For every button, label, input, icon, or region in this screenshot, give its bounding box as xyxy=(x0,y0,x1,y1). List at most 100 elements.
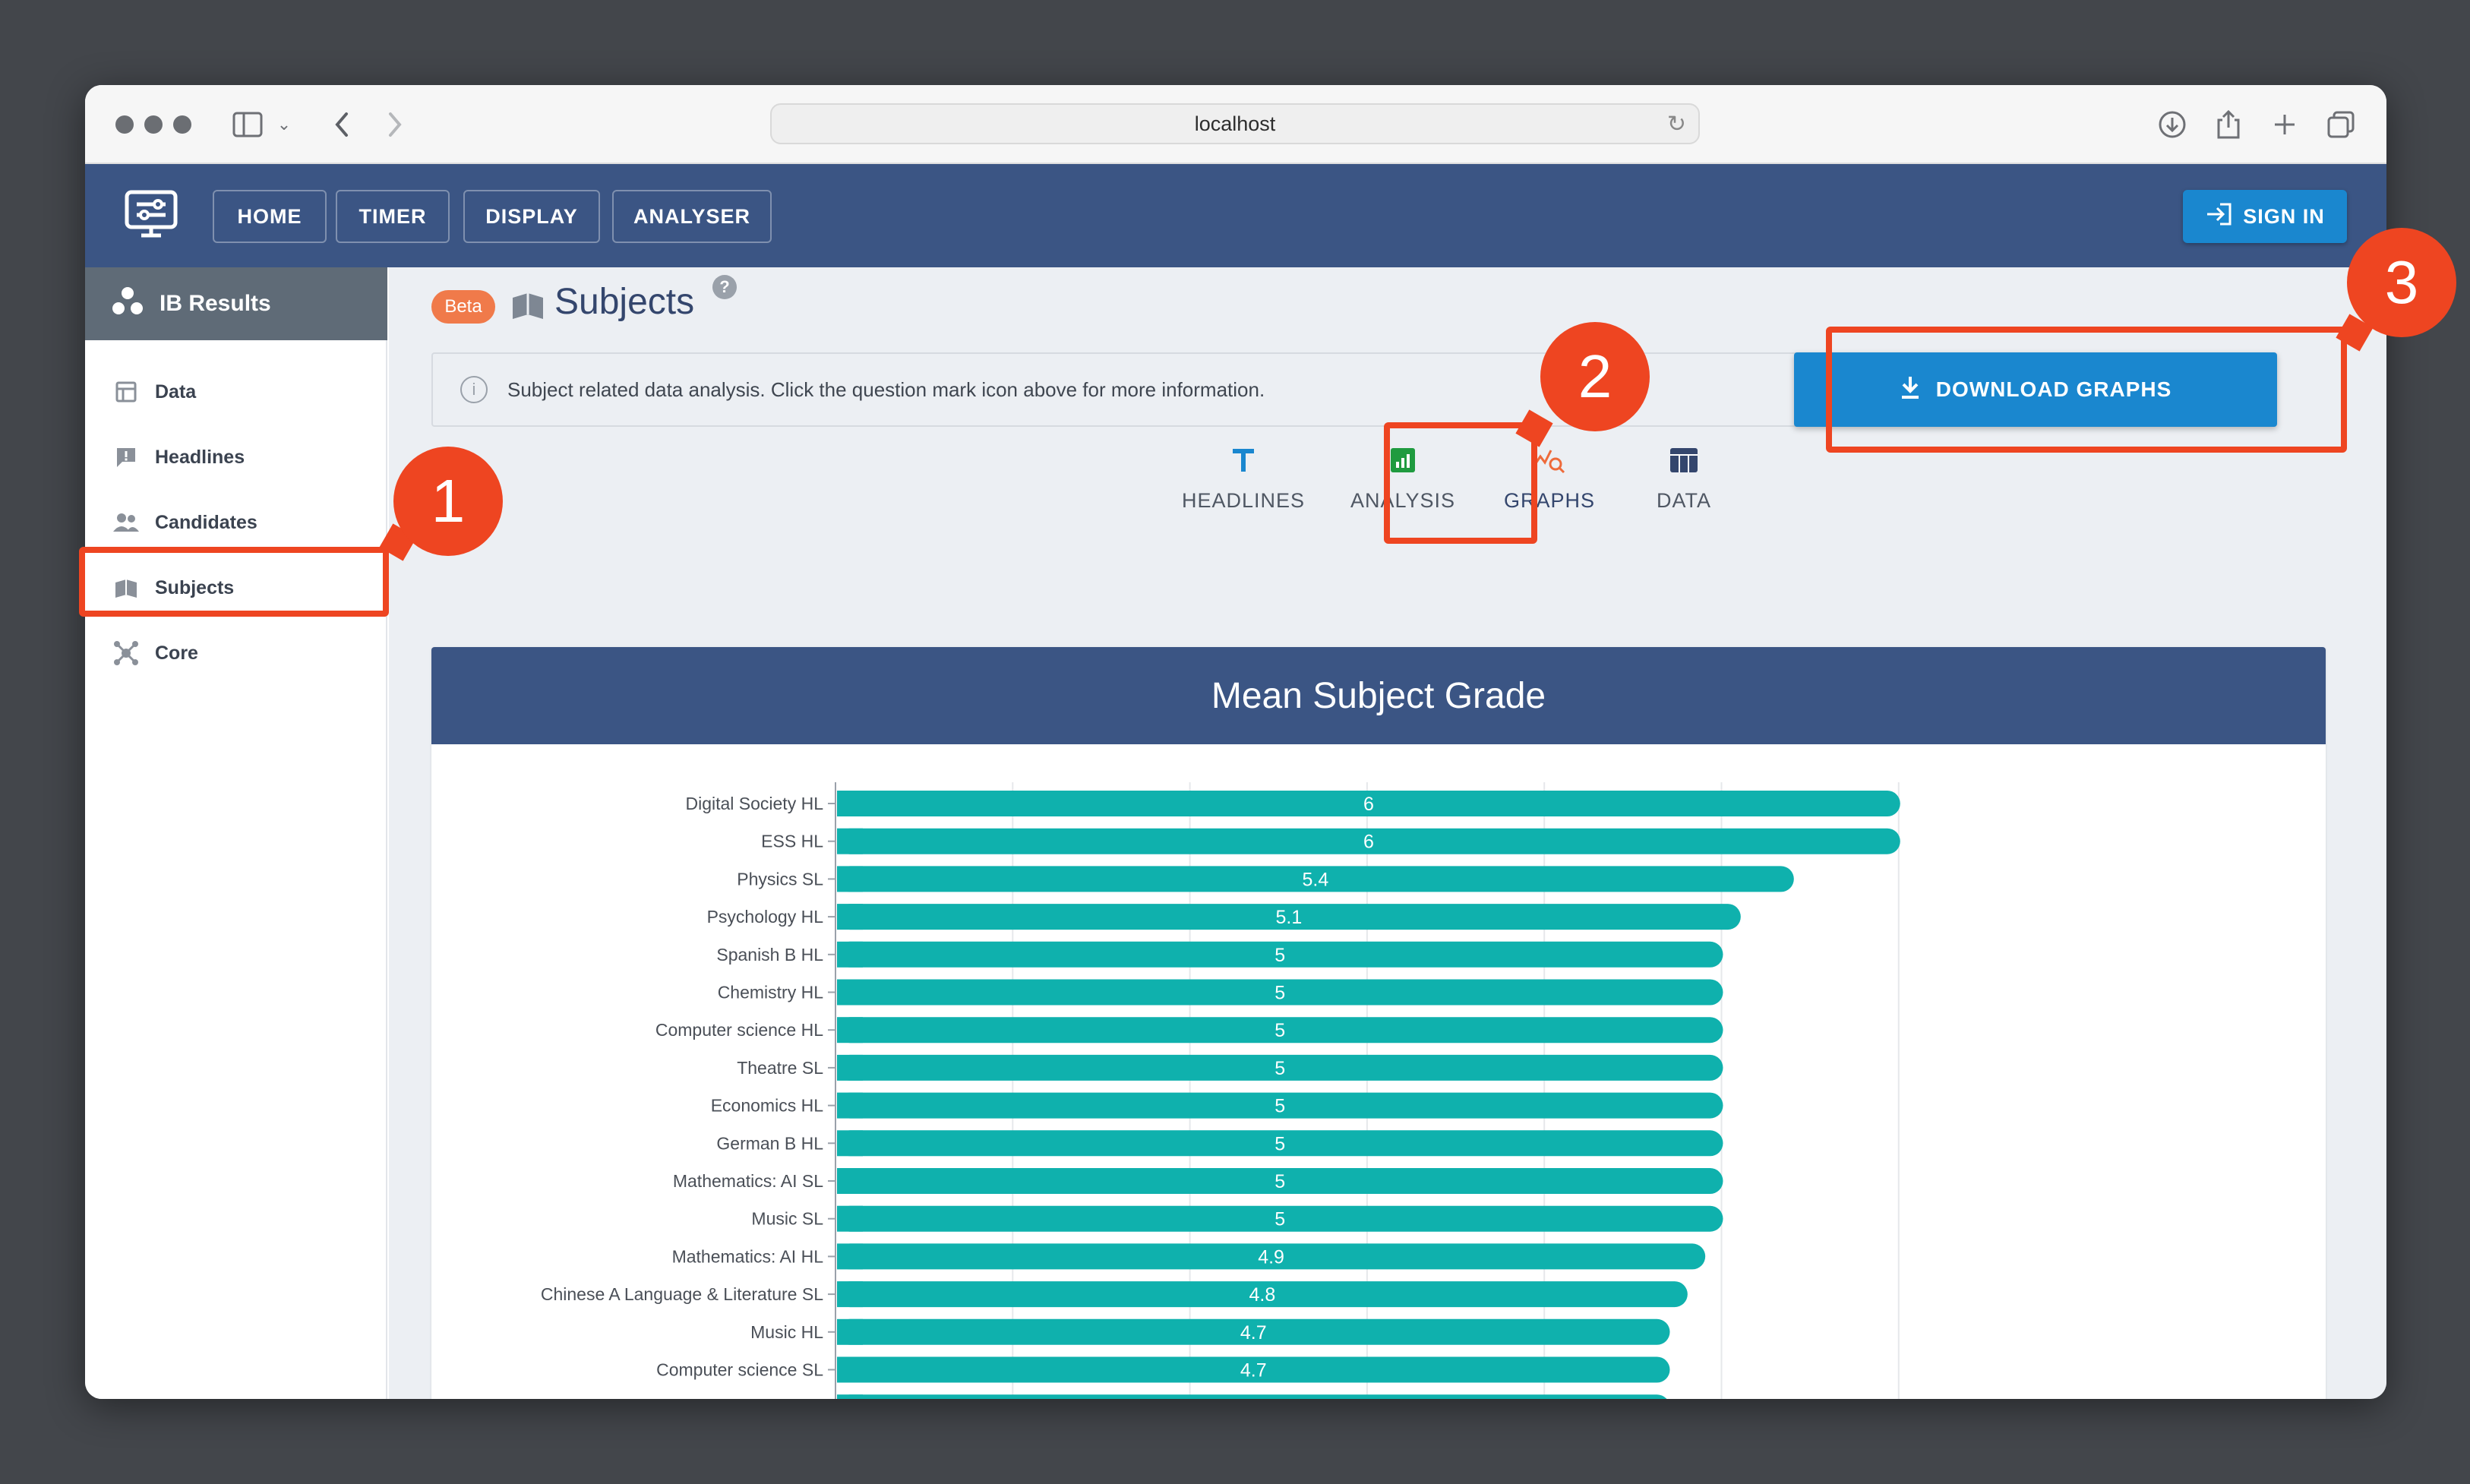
info-text: Subject related data analysis. Click the… xyxy=(507,377,1265,401)
back-icon[interactable] xyxy=(324,106,360,143)
bar-left-fill xyxy=(837,1017,863,1044)
bar xyxy=(837,1356,1670,1383)
nav-home-button[interactable]: HOME xyxy=(213,190,327,243)
book-icon xyxy=(510,289,545,324)
category-label: Digital Society HL xyxy=(685,794,823,813)
sidebar-item-headlines[interactable]: Headlines xyxy=(109,436,368,478)
bar-data-label: 5 xyxy=(1274,1058,1285,1079)
sidebar-item-subjects[interactable]: Subjects xyxy=(109,567,368,609)
tab-label: HEADLINES xyxy=(1181,489,1306,512)
step-marker-1: 1 xyxy=(393,447,503,556)
bar-left-fill xyxy=(837,828,863,854)
bar-data-label: 5 xyxy=(1274,945,1285,966)
sidebar-item-label: Data xyxy=(155,380,197,403)
bar-left-fill xyxy=(837,866,863,892)
bar xyxy=(837,791,1900,816)
zoom-window-button[interactable] xyxy=(173,115,191,134)
reload-icon[interactable]: ↻ xyxy=(1666,112,1686,137)
bar xyxy=(837,1092,1723,1119)
download-icon xyxy=(1900,375,1921,405)
alert-icon xyxy=(112,444,140,471)
bar xyxy=(837,1130,1723,1157)
bar-data-label: 4.9 xyxy=(1258,1246,1284,1268)
main-content: Beta Subjects ? i Subject related data a… xyxy=(389,267,2386,1399)
sidebar-toggle-icon[interactable] xyxy=(229,106,266,143)
tab-graphs[interactable]: GRAPHS xyxy=(1483,442,1616,526)
bar xyxy=(837,1168,1723,1194)
sidebar-header: IB Results xyxy=(85,267,387,340)
category-label: Chemistry HL xyxy=(718,983,824,1002)
chart-title: Mean Subject Grade xyxy=(431,647,2326,744)
category-label: Computer science HL xyxy=(655,1020,823,1040)
download-label: DOWNLOAD GRAPHS xyxy=(1935,377,2172,401)
download-graphs-button[interactable]: DOWNLOAD GRAPHS xyxy=(1794,352,2277,427)
app-bar: HOME TIMER DISPLAY ANALYSER SIGN IN xyxy=(85,164,2386,267)
bar xyxy=(837,941,1723,968)
bar xyxy=(837,1318,1670,1345)
nav-display-button[interactable]: DISPLAY xyxy=(463,190,600,243)
bar xyxy=(837,828,1900,854)
category-label: Mathematics: AI SL xyxy=(673,1171,823,1191)
bar xyxy=(837,979,1723,1006)
bar-left-fill xyxy=(837,1318,863,1345)
category-label: Physics SL xyxy=(737,869,823,889)
sidebar: IB Results Data Headlines Candidates Sub… xyxy=(85,267,387,1399)
chart-card: Mean Subject Grade Digital Society HL 6 ES… xyxy=(431,647,2326,1399)
sidebar-item-data[interactable]: Data xyxy=(109,371,368,413)
new-tab-icon[interactable] xyxy=(2266,106,2303,143)
bar-left-fill xyxy=(837,1168,863,1194)
category-label: Computer science SL xyxy=(656,1360,823,1380)
chevron-down-icon[interactable]: ⌄ xyxy=(276,115,292,134)
bar-data-label: 5 xyxy=(1274,1133,1285,1154)
app-logo-icon[interactable] xyxy=(125,190,178,238)
people-icon xyxy=(112,509,140,536)
bar-left-fill xyxy=(837,1092,863,1119)
category-label: Theatre SL xyxy=(737,1058,823,1078)
bar-left-fill xyxy=(837,1130,863,1157)
sidebar-title: IB Results xyxy=(160,291,271,316)
bar-data-label: 4.7 xyxy=(1240,1397,1267,1399)
tab-headlines[interactable]: HEADLINES xyxy=(1179,442,1308,526)
page-title: Subjects xyxy=(554,282,695,322)
bar-left-fill xyxy=(837,979,863,1006)
book-icon xyxy=(112,574,140,601)
sidebar-item-label: Headlines xyxy=(155,446,245,468)
browser-toolbar: ⌄ localhost ↻ xyxy=(85,85,2386,164)
table-grid-icon xyxy=(1666,442,1702,478)
category-label: Economics HL xyxy=(711,1096,823,1116)
bar xyxy=(837,1017,1723,1044)
nav-analyser-button[interactable]: ANALYSER xyxy=(612,190,772,243)
category-label: Spanish B HL xyxy=(716,945,823,965)
step-marker-3: 3 xyxy=(2347,228,2456,337)
bar-data-label: 5 xyxy=(1274,1209,1285,1230)
help-icon[interactable]: ? xyxy=(712,275,737,299)
forward-icon[interactable] xyxy=(377,106,413,143)
minimize-window-button[interactable] xyxy=(144,115,163,134)
tab-label: ANALYSIS xyxy=(1350,489,1456,512)
tab-data[interactable]: DATA xyxy=(1627,442,1741,526)
nav-timer-button[interactable]: TIMER xyxy=(336,190,450,243)
category-label: German B HL xyxy=(716,1133,823,1153)
bar-data-label: 4.7 xyxy=(1240,1322,1267,1343)
sidebar-item-core[interactable]: Core xyxy=(109,632,368,674)
share-icon[interactable] xyxy=(2210,106,2247,143)
category-label: Mathematics: AI HL xyxy=(672,1246,824,1266)
text-t-icon xyxy=(1225,442,1262,478)
category-label: Music SL xyxy=(751,1209,823,1229)
bar xyxy=(840,1394,1667,1399)
tab-analysis[interactable]: ANALYSIS xyxy=(1331,442,1475,526)
sidebar-item-label: Subjects xyxy=(155,576,235,598)
table-icon xyxy=(112,378,140,406)
downloads-icon[interactable] xyxy=(2154,106,2190,143)
tab-overview-icon[interactable] xyxy=(2323,106,2359,143)
close-window-button[interactable] xyxy=(115,115,134,134)
bar xyxy=(837,1281,1688,1308)
bar-data-label: 6 xyxy=(1363,832,1374,853)
category-label: Music HL xyxy=(750,1322,823,1342)
step-marker-2: 2 xyxy=(1540,322,1650,431)
analysis-chart-icon xyxy=(1385,442,1421,478)
sidebar-item-candidates[interactable]: Candidates xyxy=(109,501,368,544)
address-bar[interactable]: localhost ↻ xyxy=(770,103,1700,144)
sign-in-button[interactable]: SIGN IN xyxy=(2183,190,2347,243)
bar-left-fill xyxy=(837,904,863,930)
